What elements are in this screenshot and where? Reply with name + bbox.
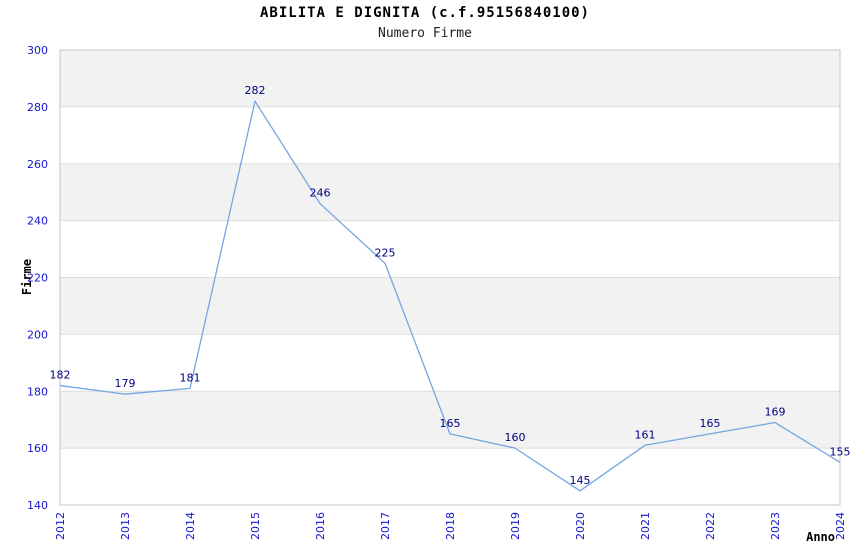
series-line [59, 100, 841, 492]
data-point-label: 155 [830, 445, 850, 458]
data-point-label: 145 [570, 474, 591, 487]
y-tick-label: 220 [27, 272, 48, 285]
data-point-label: 165 [700, 417, 721, 430]
data-point-label: 246 [310, 187, 331, 200]
x-tick-label: 2024 [834, 512, 847, 540]
y-tick-label: 260 [27, 158, 48, 171]
plot-border [59, 49, 841, 506]
x-tick-label: 2018 [444, 512, 457, 540]
data-point-label: 169 [765, 406, 786, 419]
x-tick-label: 2013 [119, 512, 132, 540]
y-tick-label: 200 [27, 328, 48, 341]
data-point-label: 181 [180, 371, 201, 384]
plot-band [60, 50, 840, 107]
plot-band [60, 163, 840, 221]
y-tick-label: 280 [27, 101, 48, 114]
data-point-label: 282 [245, 84, 266, 97]
x-tick-label: 2014 [184, 512, 197, 540]
data-point-label: 161 [635, 428, 656, 441]
x-tick-label: 2021 [639, 512, 652, 540]
chart-title: ABILITA E DIGNITA (c.f.95156840100) [259, 5, 590, 21]
x-tick-label: 2012 [54, 512, 67, 540]
y-tick-label: 300 [27, 44, 48, 57]
plot-band [60, 391, 840, 449]
x-axis-title: Anno [806, 530, 835, 544]
x-tick-label: 2015 [249, 512, 262, 540]
y-tick-label: 140 [27, 499, 48, 512]
x-tick-label: 2023 [769, 512, 782, 540]
x-tick-label: 2020 [574, 512, 587, 540]
data-point-label: 165 [440, 417, 461, 430]
y-tick-label: 180 [27, 385, 48, 398]
x-tick-label: 2017 [379, 512, 392, 540]
chart-subtitle: Numero Firme [378, 26, 472, 41]
x-tick-label: 2019 [509, 512, 522, 540]
data-point-label: 182 [50, 369, 71, 382]
y-tick-label: 160 [27, 442, 48, 455]
x-tick-label: 2022 [704, 512, 717, 540]
y-tick-label: 240 [27, 215, 48, 228]
data-point-label: 179 [115, 377, 136, 390]
plot-band [60, 277, 840, 335]
x-tick-label: 2016 [314, 512, 327, 540]
data-point-label: 160 [505, 431, 526, 444]
data-point-label: 225 [375, 246, 396, 259]
